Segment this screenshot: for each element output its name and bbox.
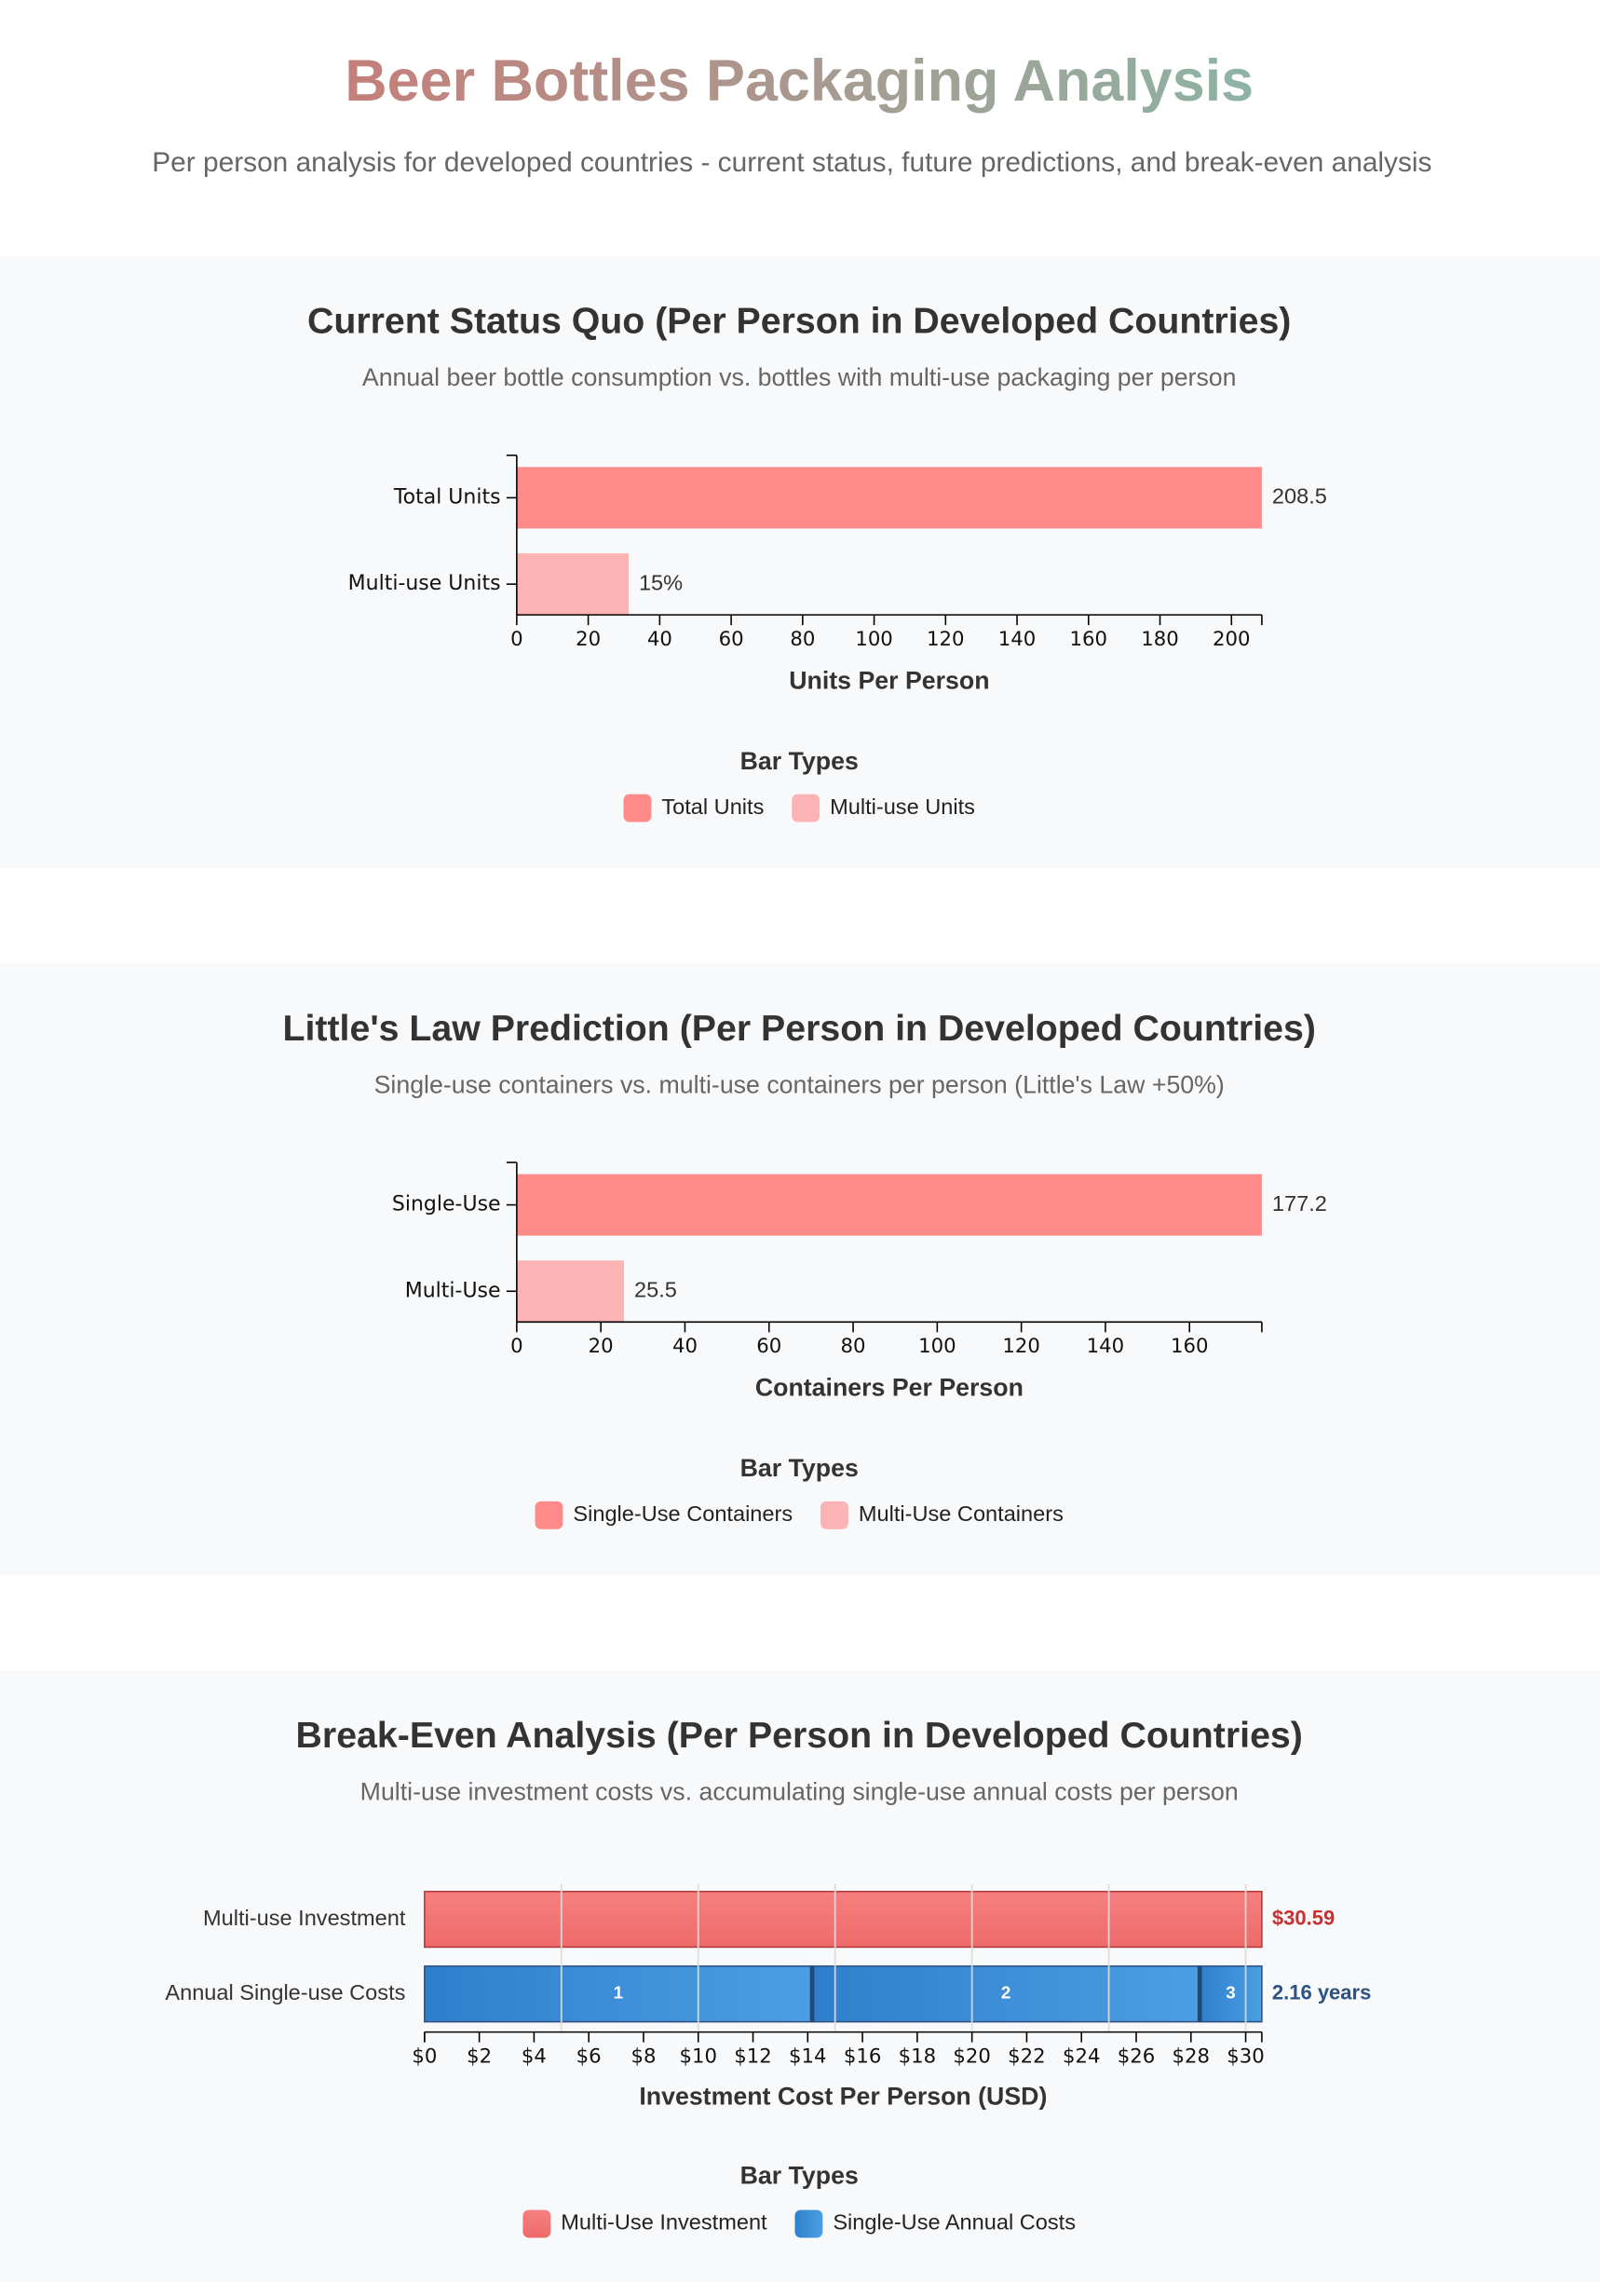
segment-label: 1 [614, 1983, 624, 2003]
x-tick-label: 60 [756, 1335, 781, 1358]
bar-label: 25.5 [634, 1278, 677, 1302]
x-tick-label: 0 [510, 1335, 523, 1358]
x-tick-label: 40 [647, 628, 672, 651]
y-tick-label: Multi-Use [405, 1279, 501, 1302]
x-tick-label: 120 [927, 628, 964, 651]
x-tick-label: $24 [1063, 2045, 1100, 2068]
legend-label: Total Units [661, 795, 764, 819]
legend-swatch [535, 1501, 563, 1529]
x-tick-label: $8 [631, 2045, 656, 2068]
bar [516, 553, 629, 616]
legend-label: Multi-Use Containers [859, 1501, 1064, 1526]
bar-label: 2.16 years [1272, 1981, 1371, 2004]
legend-swatch [792, 794, 820, 822]
section-background [0, 963, 1600, 1576]
x-tick-label: $2 [467, 2045, 492, 2068]
legend: Multi-Use Investment Single-Use Annual Co… [522, 2209, 1076, 2238]
page-subtitle: Per person analysis for developed countr… [152, 147, 1431, 178]
chart-title: Break-Even Analysis (Per Person in Devel… [296, 1715, 1303, 1756]
bar [516, 1174, 1262, 1236]
x-tick-label: $6 [576, 2045, 602, 2068]
legend-swatch [820, 1501, 848, 1529]
x-tick-label: 80 [841, 1335, 866, 1358]
legend-label: Single-Use Containers [573, 1501, 793, 1526]
chart-title: Little's Law Prediction (Per Person in D… [282, 1008, 1315, 1049]
legend-swatch [623, 794, 652, 822]
bar-label: 208.5 [1272, 484, 1327, 509]
y-tick-label: Multi-use Units [348, 572, 501, 595]
legend-label: Multi-Use Investment [561, 2210, 767, 2235]
bar-label: $30.59 [1272, 1906, 1335, 1929]
segment-label: 3 [1226, 1983, 1235, 2003]
y-tick-label: Total Units [393, 485, 501, 509]
x-tick-label: 20 [576, 628, 601, 651]
legend: Single-Use Containers Multi-Use Container… [535, 1501, 1064, 1529]
bar-label: 15% [639, 570, 683, 594]
x-tick-label: $26 [1118, 2045, 1155, 2068]
x-tick-label: $12 [734, 2045, 771, 2068]
x-tick-label: 120 [1002, 1335, 1039, 1358]
bar-segment [1199, 1965, 1263, 2023]
bar-label: 177.2 [1272, 1191, 1327, 1216]
legend-title: Bar Types [740, 1454, 859, 1482]
chart-subtitle: Single-use containers vs. multi-use cont… [374, 1070, 1225, 1098]
bar [424, 1890, 1263, 1949]
x-tick-label: 160 [1171, 1335, 1208, 1358]
legend-label: Multi-use Units [830, 795, 975, 819]
legend-swatch [522, 2209, 551, 2238]
x-tick-label: 200 [1213, 628, 1250, 651]
x-tick-label: $10 [680, 2045, 717, 2068]
x-tick-label: $22 [1008, 2045, 1045, 2068]
x-tick-label: 40 [672, 1335, 698, 1358]
x-tick-label: 160 [1070, 628, 1107, 651]
section-background [0, 256, 1600, 869]
x-tick-label: $20 [953, 2045, 990, 2068]
x-tick-label: 0 [510, 628, 523, 651]
x-tick-label: $16 [844, 2045, 881, 2068]
chart-title: Current Status Quo (Per Person in Develo… [307, 301, 1291, 342]
legend-label: Single-Use Annual Costs [833, 2210, 1076, 2235]
x-tick-label: 60 [719, 628, 744, 651]
x-tick-label: $18 [899, 2045, 936, 2068]
y-tick-label: Annual Single-use Costs [165, 1980, 405, 2004]
x-tick-label: 100 [855, 628, 892, 651]
legend-title: Bar Types [740, 747, 859, 775]
chart-subtitle: Annual beer bottle consumption vs. bottl… [362, 363, 1237, 391]
x-tick-label: 20 [589, 1335, 614, 1358]
page-title: Beer Bottles Packaging Analysis [345, 48, 1254, 114]
x-tick-label: 80 [790, 628, 815, 651]
legend-swatch [794, 2209, 823, 2238]
x-tick-label: 180 [1141, 628, 1178, 651]
bar [516, 1260, 624, 1323]
x-axis-title: Units Per Person [789, 667, 989, 695]
x-tick-label: 140 [1087, 1335, 1124, 1358]
legend-title: Bar Types [740, 2161, 859, 2189]
y-tick-label: Multi-use Investment [203, 1906, 406, 1930]
x-tick-label: $0 [412, 2045, 437, 2068]
x-tick-label: $30 [1227, 2045, 1264, 2068]
segment-label: 2 [1001, 1983, 1011, 2003]
x-axis-title: Investment Cost Per Person (USD) [639, 2082, 1047, 2110]
x-tick-label: 140 [998, 628, 1036, 651]
x-tick-label: 100 [918, 1335, 956, 1358]
x-tick-label: $14 [789, 2045, 826, 2068]
chart-subtitle: Multi-use investment costs vs. accumulat… [360, 1777, 1239, 1805]
x-axis-title: Containers Per Person [755, 1374, 1024, 1402]
y-tick-label: Single-Use [392, 1193, 501, 1216]
x-tick-label: $28 [1173, 2045, 1210, 2068]
bar [516, 467, 1262, 529]
bar-segment [811, 1965, 1200, 2023]
x-tick-label: $4 [522, 2045, 547, 2068]
bar-segment [424, 1965, 813, 2023]
legend: Total Units Multi-use Units [623, 794, 975, 822]
